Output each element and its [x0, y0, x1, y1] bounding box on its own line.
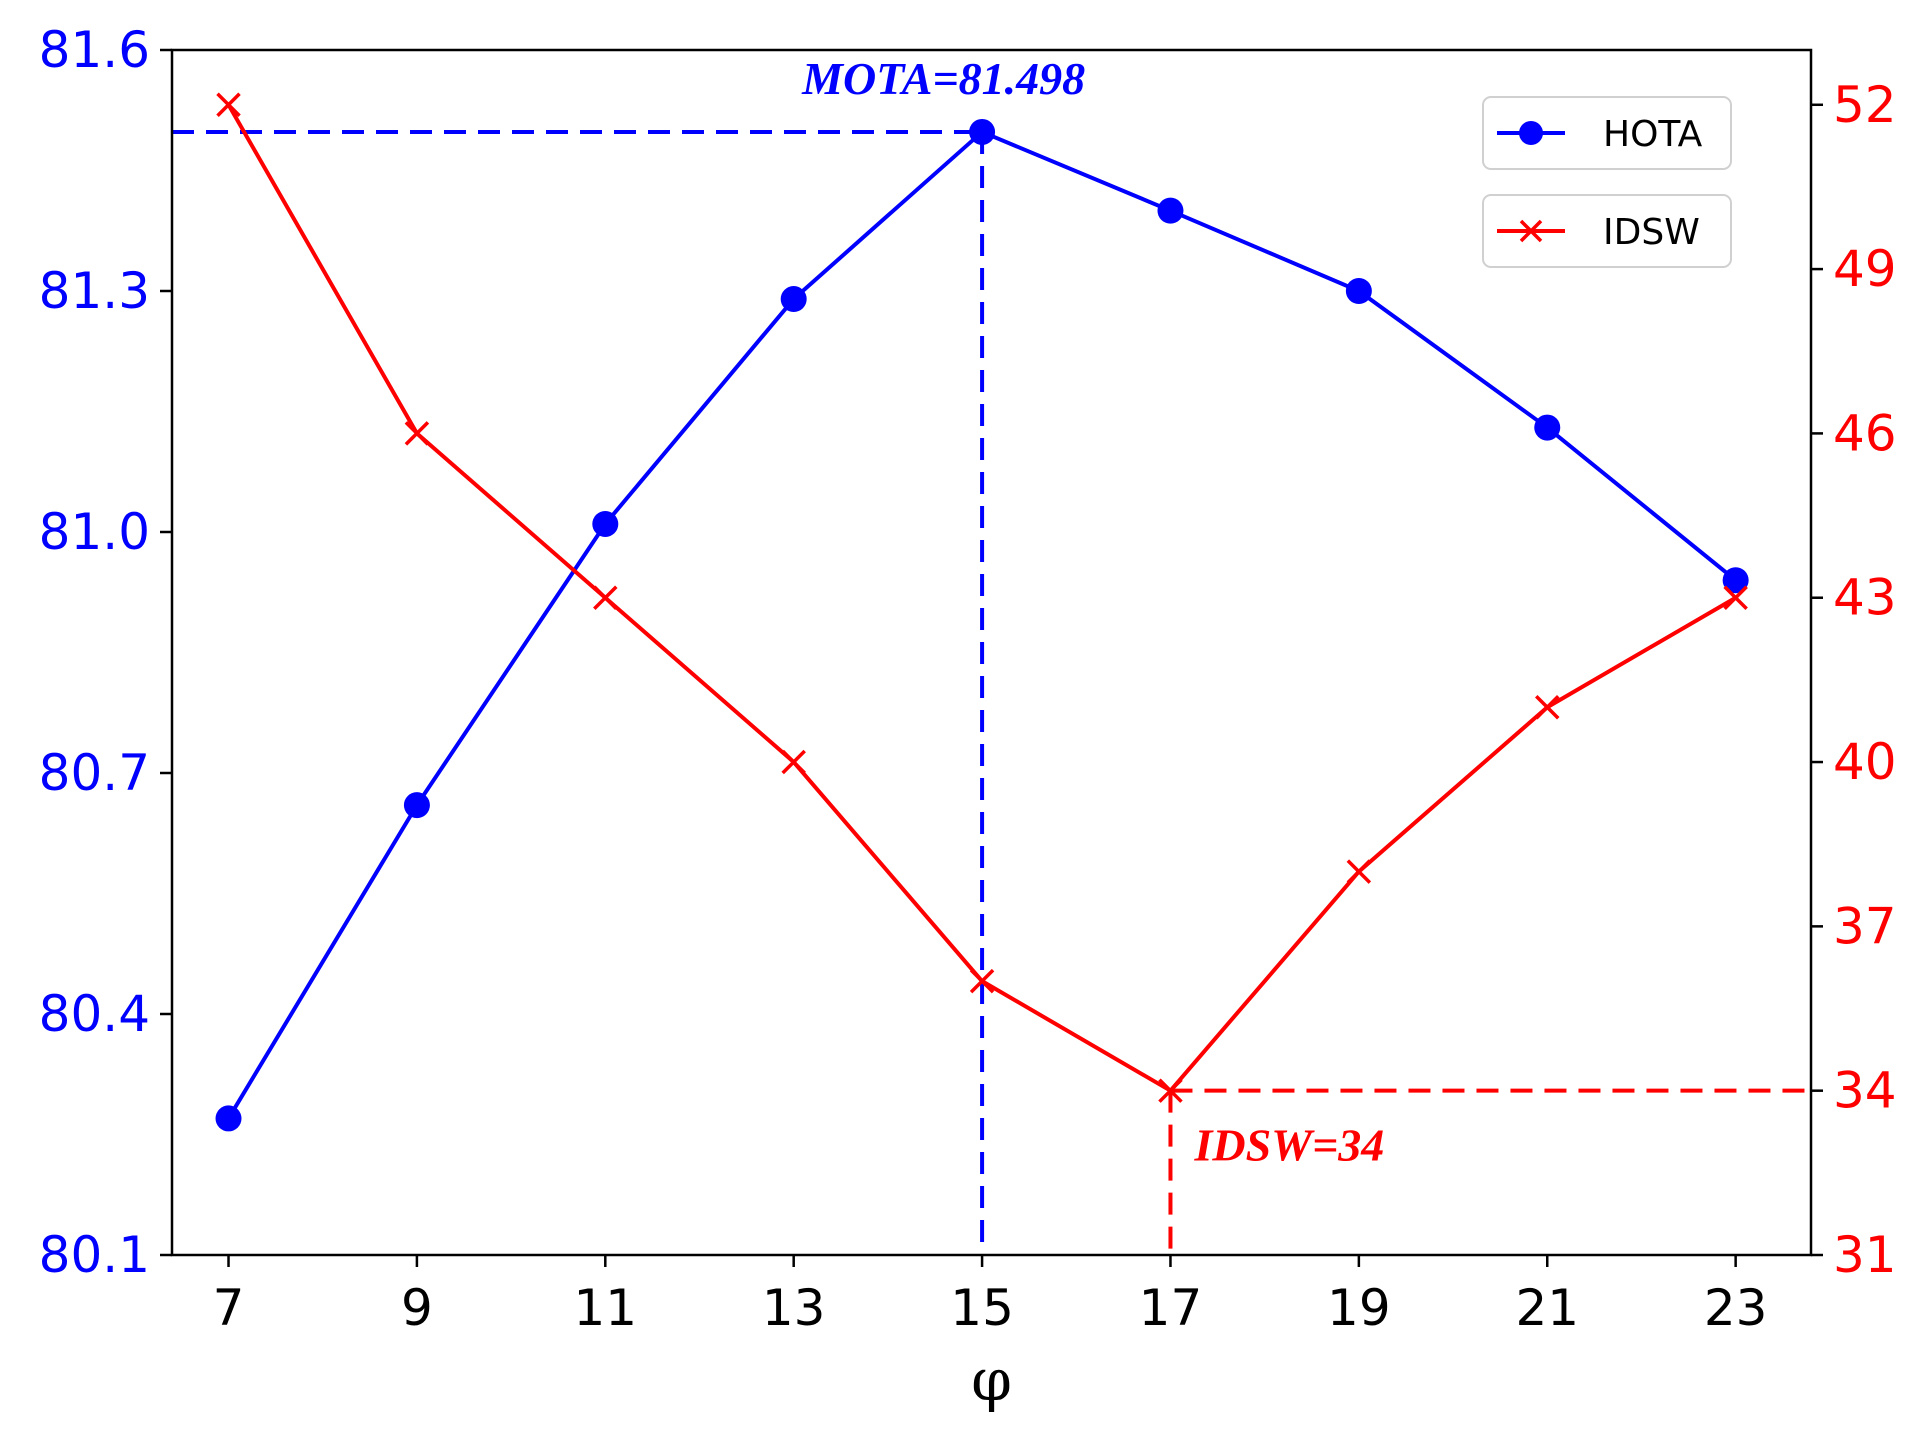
idsw-annotation: IDSW=34 [1193, 1120, 1384, 1171]
legend-label-idsw: IDSW [1603, 212, 1700, 253]
series-layer [215, 92, 1749, 1132]
legend-box [1482, 96, 1732, 170]
hota-point [1345, 278, 1372, 304]
hota-point [1534, 414, 1561, 441]
x-axis: 7 9 11 13 15 17 19 21 23 [213, 1255, 1768, 1337]
hota-point [969, 118, 996, 145]
idsw-point [1158, 1078, 1183, 1103]
x-axis-tick-label: 9 [401, 1279, 433, 1337]
x-axis-tick-label: 13 [762, 1279, 826, 1337]
legend-marker [1519, 219, 1543, 243]
right-axis: 31 34 37 40 43 46 49 52 [1811, 76, 1897, 1284]
right-axis-tick-label: 37 [1833, 897, 1897, 955]
x-axis-tick-label: 17 [1139, 1279, 1203, 1337]
right-axis-tick-label: 49 [1833, 240, 1897, 298]
left-axis-tick-label: 80.7 [39, 744, 150, 802]
left-axis-tick-label: 81.3 [39, 262, 150, 320]
hota-point [1722, 567, 1749, 594]
annotations: MOTA=81.498 IDSW=34 [801, 53, 1384, 1171]
idsw-point [969, 968, 995, 994]
hota-point [403, 792, 430, 819]
legend-box [1482, 194, 1732, 268]
idsw-point [781, 749, 806, 775]
hota-point [215, 1105, 242, 1132]
hota-point [780, 286, 807, 313]
x-axis-tick-label: 21 [1515, 1279, 1579, 1337]
hota-point [1157, 197, 1184, 224]
left-axis: 80.1 80.4 80.7 81.0 81.3 81.6 [39, 21, 172, 1284]
idsw-point [593, 585, 618, 610]
plot-frame [170, 48, 1813, 1257]
legend-marker [1519, 121, 1543, 145]
right-axis-tick-label: 52 [1833, 76, 1897, 134]
right-axis-tick-label: 40 [1833, 733, 1897, 791]
hota-point [592, 510, 619, 537]
left-axis-tick-label: 81.6 [39, 21, 150, 79]
idsw-point [1723, 585, 1748, 610]
x-axis-tick-label: 15 [950, 1279, 1014, 1337]
idsw-point [404, 421, 430, 446]
left-axis-tick-label: 80.1 [39, 1226, 150, 1284]
mota-annotation: MOTA=81.498 [801, 53, 1085, 104]
right-axis-tick-label: 46 [1833, 404, 1897, 462]
legend: HOTA IDSW [1482, 96, 1732, 268]
x-axis-tick-label: 19 [1327, 1279, 1391, 1337]
right-axis-tick-label: 31 [1833, 1226, 1897, 1284]
idsw-point [1346, 859, 1372, 884]
x-axis-label: φ [971, 1346, 1012, 1414]
left-axis-tick-label: 80.4 [39, 985, 150, 1043]
left-axis-tick-label: 81.0 [39, 503, 150, 561]
x-axis-tick-label: 23 [1704, 1279, 1768, 1337]
reference-lines [172, 129, 1811, 1255]
legend-entry-idsw: IDSW [1482, 194, 1732, 268]
legend-entry-hota: HOTA [1482, 96, 1732, 170]
idsw-point [216, 92, 241, 118]
legend-label-hota: HOTA [1603, 114, 1703, 155]
right-axis-tick-label: 43 [1833, 569, 1897, 627]
right-axis-tick-label: 34 [1833, 1062, 1897, 1120]
idsw-point [1535, 695, 1560, 720]
x-axis-tick-label: 7 [213, 1279, 245, 1337]
x-axis-tick-label: 11 [573, 1279, 637, 1337]
